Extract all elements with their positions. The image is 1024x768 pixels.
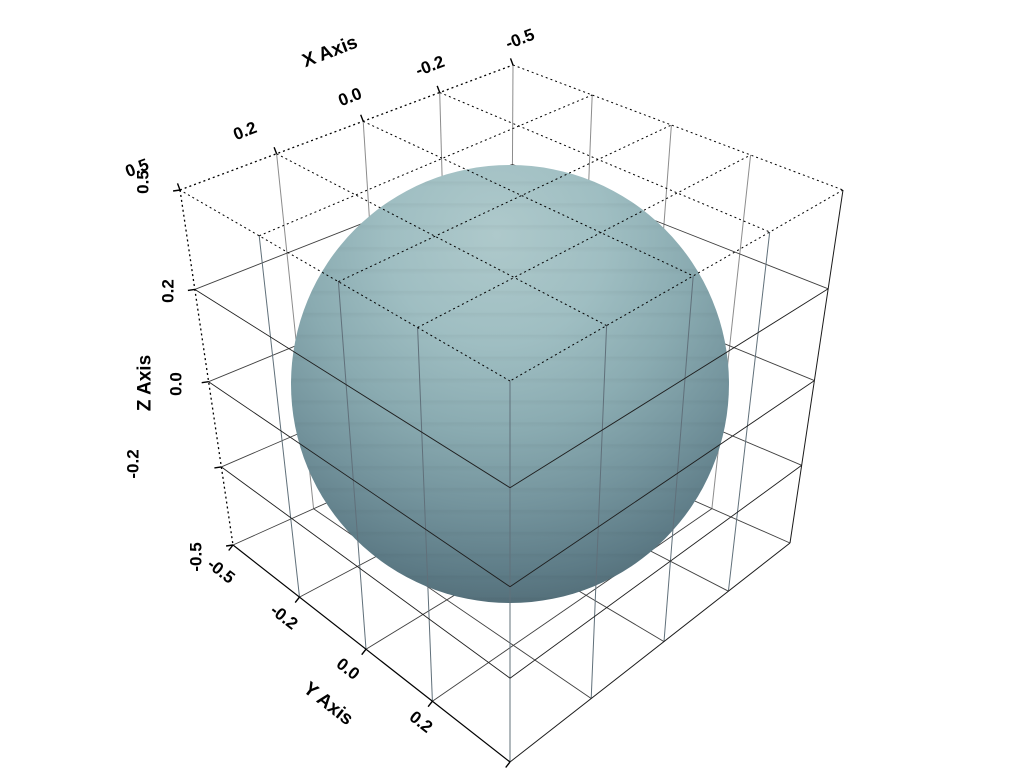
z-axis-line	[179, 189, 234, 546]
near-face-vertical-gridlines	[258, 231, 771, 762]
z-tick-label-1: 0.2	[159, 279, 178, 303]
z-axis-title: Z Axis	[135, 355, 156, 411]
x-axis-title: X Axis	[299, 32, 360, 72]
y-axis-line	[232, 544, 511, 763]
y-tick-label-1: -0.2	[267, 600, 302, 633]
y-tick-label-3: 0.2	[406, 707, 436, 737]
z-tick-label-2: 0.0	[167, 372, 186, 396]
x-tick-label-4: -0.5	[503, 25, 537, 53]
x-tick-label-2: 0.0	[336, 84, 365, 110]
y-tick-label-2: 0.0	[333, 654, 363, 684]
z-tick-label-4: -0.5	[187, 542, 206, 571]
top-face-grid	[179, 64, 844, 382]
near-face-z-gridlines	[194, 288, 829, 679]
x-axis-line	[179, 64, 514, 191]
y-tick-label-0: -0.5	[204, 554, 239, 587]
y-axis-title: Y Axis	[299, 678, 357, 730]
z-tick-label-3: -0.2	[124, 449, 143, 478]
z-tick-label-0: 0.5	[134, 170, 153, 194]
x-tick-label-3: -0.2	[413, 52, 447, 80]
cube-front-edges	[509, 189, 844, 763]
x-tick-label-1: 0.2	[231, 118, 260, 144]
axis-tick-marks	[172, 58, 514, 768]
